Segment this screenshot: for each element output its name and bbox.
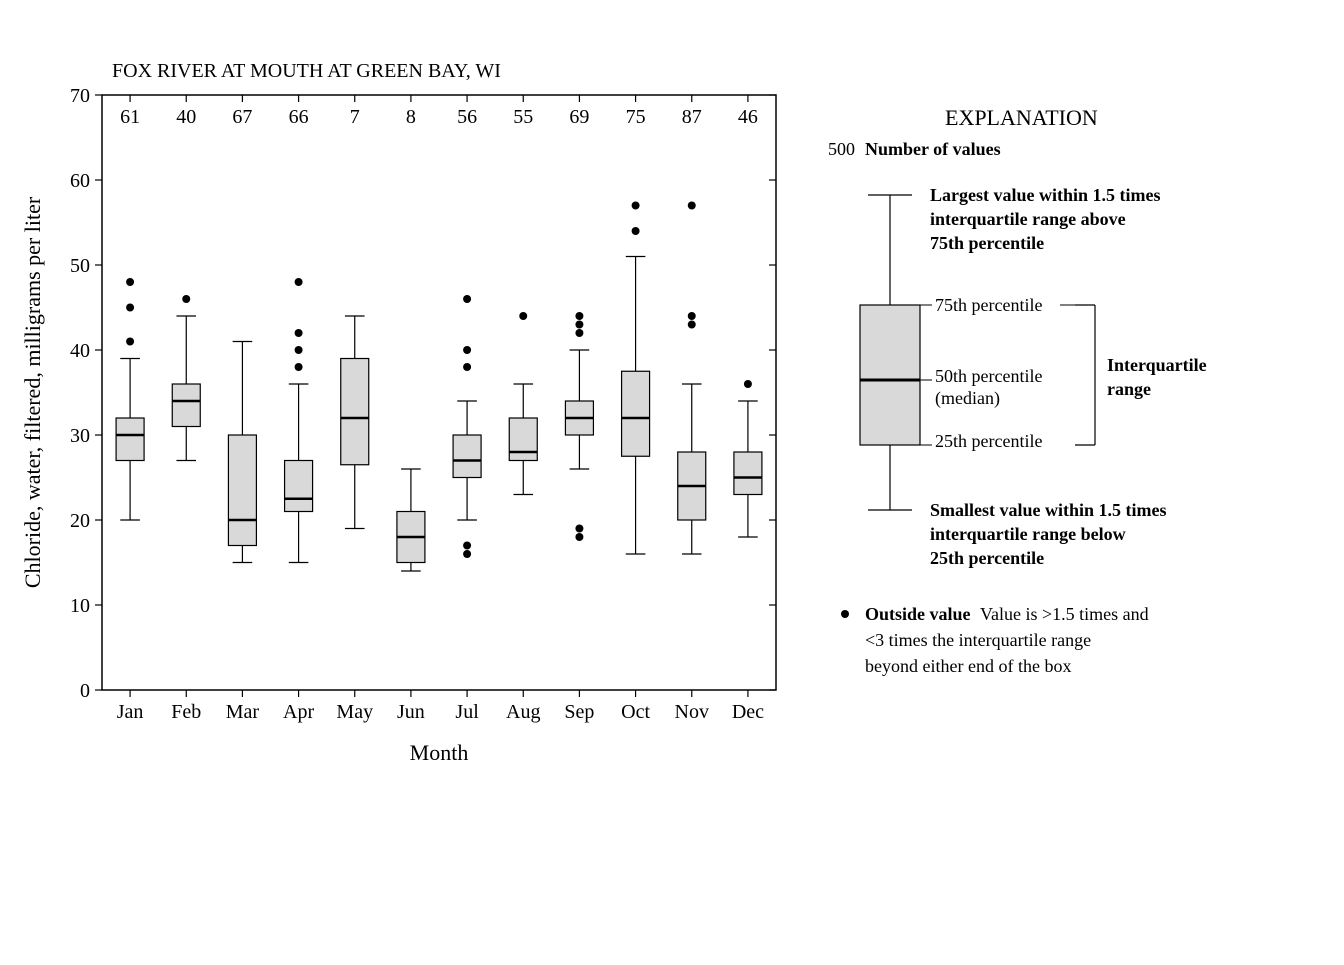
count-label: 56 [457, 106, 477, 128]
legend-outlier-text: beyond either end of the box [865, 656, 1071, 676]
x-tick-label: Sep [564, 701, 594, 723]
y-tick-label: 10 [70, 595, 90, 617]
box [285, 461, 313, 512]
count-label: 66 [289, 106, 309, 128]
y-tick-label: 20 [70, 510, 90, 532]
legend-whisker-top-text: interquartile range above [930, 209, 1126, 229]
legend-outlier-title: Outside value [865, 604, 971, 624]
count-label: 61 [120, 106, 140, 128]
x-tick-label: Oct [621, 701, 650, 723]
x-tick-label: May [336, 701, 373, 723]
x-axis-label: Month [410, 740, 469, 765]
count-label: 55 [513, 106, 533, 128]
legend-whisker-bottom-text: interquartile range below [930, 524, 1126, 544]
outlier-point [295, 278, 303, 286]
outlier-point [463, 363, 471, 371]
outlier-point [575, 312, 583, 320]
outlier-point [744, 380, 752, 388]
outlier-point [632, 227, 640, 235]
outlier-point [688, 312, 696, 320]
count-label: 8 [406, 106, 416, 128]
legend-box [860, 305, 920, 445]
count-label: 40 [176, 106, 196, 128]
box [453, 435, 481, 478]
outlier-point [295, 346, 303, 354]
legend-outlier-symbol [841, 610, 849, 618]
count-label: 7 [350, 106, 360, 128]
outlier-point [575, 321, 583, 329]
outlier-point [463, 550, 471, 558]
outlier-point [295, 363, 303, 371]
plot-border [102, 95, 776, 690]
legend-p50-label: 50th percentile [935, 366, 1042, 386]
count-label: 46 [738, 106, 758, 128]
box [341, 359, 369, 465]
legend-outlier-text: <3 times the interquartile range [865, 630, 1091, 650]
legend-iqr-label: Interquartile [1107, 355, 1207, 375]
outlier-point [463, 542, 471, 550]
outlier-point [519, 312, 527, 320]
y-tick-label: 60 [70, 170, 90, 192]
x-tick-label: Jun [397, 701, 425, 723]
outlier-point [463, 295, 471, 303]
outlier-point [126, 304, 134, 312]
x-tick-label: Jul [455, 701, 479, 723]
legend-whisker-bottom-text: Smallest value within 1.5 times [930, 500, 1167, 520]
outlier-point [688, 202, 696, 210]
chart-title: FOX RIVER AT MOUTH AT GREEN BAY, WI [112, 60, 501, 82]
legend-whisker-top-text: 75th percentile [930, 233, 1044, 253]
x-tick-label: Feb [171, 701, 201, 723]
box [622, 371, 650, 456]
count-label: 67 [232, 106, 252, 128]
x-tick-label: Nov [675, 701, 709, 723]
y-tick-label: 0 [80, 680, 90, 702]
x-tick-label: Apr [283, 701, 314, 723]
legend-n-value: 500 [828, 139, 855, 159]
boxplot-figure: FOX RIVER AT MOUTH AT GREEN BAY, WI 0 10 20… [0, 0, 1344, 960]
legend-outlier-text: Value is >1.5 times and [980, 604, 1149, 624]
x-tick-label: Mar [226, 701, 260, 723]
box [509, 418, 537, 461]
outlier-point [575, 533, 583, 541]
y-tick-label: 70 [70, 85, 90, 107]
chart-svg: FOX RIVER AT MOUTH AT GREEN BAY, WI 0 10 20… [0, 0, 1344, 960]
count-label: 75 [626, 106, 646, 128]
outlier-point [575, 329, 583, 337]
outlier-point [126, 278, 134, 286]
count-label: 69 [569, 106, 589, 128]
outlier-point [632, 202, 640, 210]
legend-n-text: Number of values [865, 139, 1001, 159]
legend-p75-label: 75th percentile [935, 295, 1042, 315]
legend-title: EXPLANATION [945, 105, 1098, 130]
legend-p50-label2: (median) [935, 388, 1000, 409]
x-tick-label: Aug [506, 701, 540, 723]
outlier-point [463, 346, 471, 354]
legend-p25-label: 25th percentile [935, 431, 1042, 451]
y-tick-label: 50 [70, 255, 90, 277]
x-tick-label: Jan [117, 701, 144, 723]
outlier-point [688, 321, 696, 329]
box [734, 452, 762, 495]
outlier-point [575, 525, 583, 533]
outlier-point [126, 338, 134, 346]
y-tick-label: 30 [70, 425, 90, 447]
y-axis-label: Chloride, water, filtered, milligrams pe… [20, 196, 45, 588]
box [228, 435, 256, 546]
outlier-point [295, 329, 303, 337]
outlier-point [182, 295, 190, 303]
x-tick-label: Dec [732, 701, 764, 723]
y-tick-label: 40 [70, 340, 90, 362]
box [172, 384, 200, 427]
legend-iqr-label: range [1107, 379, 1151, 399]
legend-whisker-top-text: Largest value within 1.5 times [930, 185, 1160, 205]
legend-whisker-bottom-text: 25th percentile [930, 548, 1044, 568]
box [116, 418, 144, 461]
count-label: 87 [682, 106, 702, 128]
